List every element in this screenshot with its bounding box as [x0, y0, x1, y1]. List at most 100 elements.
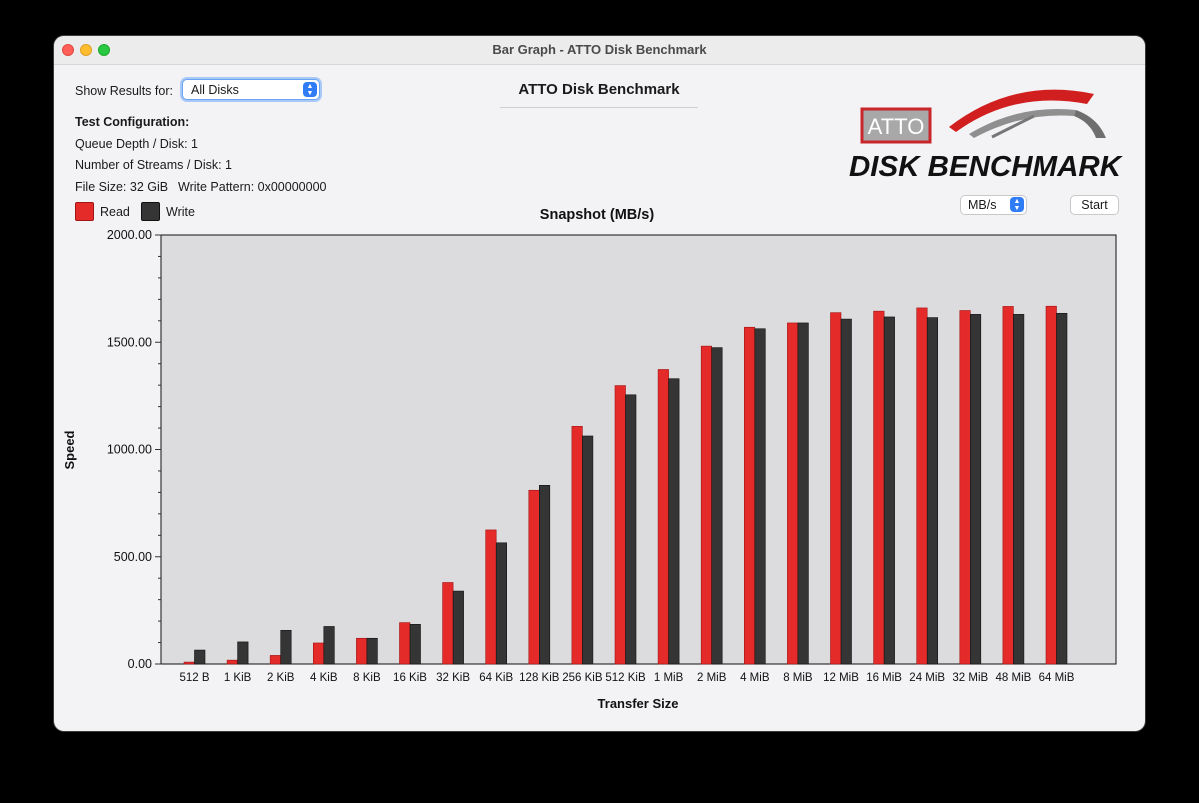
y-tick-label: 500.00 [114, 550, 152, 564]
unit-select[interactable]: MB/s ▲ ▼ [960, 195, 1027, 215]
write-bar [194, 649, 206, 665]
write-legend-label: Write [166, 205, 195, 219]
write-pattern-text: Write Pattern: 0x00000000 [178, 180, 327, 194]
queue-depth-text: Queue Depth / Disk: 1 [75, 137, 198, 151]
close-window-button[interactable] [62, 44, 74, 56]
read-legend-swatch [75, 202, 94, 221]
read-legend-label: Read [100, 205, 130, 219]
read-bar [356, 637, 368, 665]
minimize-window-button[interactable] [80, 44, 92, 56]
chart-title: Snapshot (MB/s) [540, 207, 655, 223]
write-bar [926, 317, 939, 665]
x-tick-label: 1 KiB [224, 672, 252, 684]
app-window: Bar Graph - ATTO Disk Benchmark Show Res… [54, 36, 1145, 731]
write-bar [452, 590, 464, 665]
disk-select-value: All Disks [191, 83, 239, 97]
write-bar [323, 626, 335, 665]
x-tick-label: 8 KiB [353, 672, 381, 684]
write-bar [538, 485, 551, 665]
write-bar [668, 378, 680, 665]
write-bar [840, 318, 852, 665]
write-bar [1056, 312, 1068, 665]
x-tick-label: 16 MiB [866, 672, 902, 684]
file-size-text: File Size: 32 GiB [75, 180, 169, 194]
x-tick-label: 256 KiB [562, 672, 603, 684]
write-legend-swatch [141, 202, 160, 221]
chevron-updown-icon: ▲ ▼ [1010, 197, 1024, 212]
write-bar [754, 328, 766, 665]
atto-logo: ATTO DISK BENCHMARK [849, 89, 1123, 183]
x-tick-label: 2 MiB [697, 672, 727, 684]
read-bar [1045, 305, 1057, 665]
read-bar [571, 426, 583, 665]
config-heading: Test Configuration: [75, 115, 190, 129]
disk-select[interactable]: All Disks ▲ ▼ [182, 79, 320, 100]
read-bar [916, 307, 928, 665]
x-tick-label: 1 MiB [654, 672, 684, 684]
x-axis-label: Transfer Size [598, 696, 679, 711]
read-bar [657, 369, 669, 665]
read-bar [399, 622, 411, 665]
write-bar [280, 630, 292, 665]
logo-swoosh-red [949, 89, 1094, 132]
y-tick-label: 1000.00 [107, 443, 152, 457]
write-bar [969, 314, 982, 665]
read-bar [528, 489, 540, 665]
page-title: ATTO Disk Benchmark [518, 81, 680, 98]
read-bar [485, 529, 497, 665]
read-bar [614, 385, 626, 665]
read-bar [700, 345, 713, 665]
streams-text: Number of Streams / Disk: 1 [75, 158, 232, 172]
x-tick-label: 48 MiB [996, 672, 1032, 684]
bar-chart: Snapshot (MB/s) 0.00 500.00 1000.00 1500.00… [62, 207, 1117, 711]
x-tick-label: 2 KiB [267, 672, 295, 684]
x-tick-label: 64 KiB [479, 672, 513, 684]
logo-swoosh-gray [969, 109, 1076, 138]
write-bar [625, 394, 637, 665]
write-bar [582, 435, 594, 665]
write-bar [409, 624, 421, 665]
y-tick-label: 2000.00 [107, 228, 152, 242]
write-bar [366, 637, 378, 665]
read-bar [1002, 306, 1014, 665]
read-bar [269, 655, 281, 665]
read-bar [312, 642, 325, 665]
write-bar [495, 542, 508, 665]
read-bar [226, 659, 238, 665]
plot-area [160, 234, 1117, 665]
x-tick-label: 16 KiB [393, 672, 427, 684]
zoom-window-button[interactable] [98, 44, 110, 56]
window-title: Bar Graph - ATTO Disk Benchmark [492, 42, 707, 57]
x-tick-label: 32 MiB [952, 672, 988, 684]
write-bar [711, 347, 723, 665]
speedometer-needle-icon [991, 114, 1035, 139]
chevron-updown-icon: ▲ ▼ [303, 82, 317, 97]
write-bar [1013, 314, 1025, 665]
read-bar [830, 312, 842, 665]
header-divider [500, 107, 698, 108]
read-bar [873, 310, 885, 665]
title-bar: Bar Graph - ATTO Disk Benchmark [54, 36, 1145, 65]
logo-product-text: DISK BENCHMARK [849, 151, 1123, 183]
y-tick-label: 1500.00 [107, 335, 152, 349]
write-bar [237, 641, 249, 665]
unit-select-value: MB/s [968, 198, 997, 212]
x-tick-label: 24 MiB [909, 672, 945, 684]
x-tick-label: 512 B [179, 672, 209, 684]
start-button[interactable]: Start [1070, 195, 1119, 215]
show-results-label: Show Results for: [75, 84, 173, 98]
read-bar [959, 310, 971, 665]
x-tick-label: 12 MiB [823, 672, 859, 684]
write-bar [797, 322, 809, 665]
read-bar [442, 582, 454, 665]
read-bar [787, 322, 799, 665]
read-bar [183, 661, 195, 665]
x-tick-label: 32 KiB [436, 672, 470, 684]
x-tick-label: 128 KiB [519, 672, 560, 684]
x-tick-label: 64 MiB [1039, 672, 1075, 684]
logo-dial [1074, 110, 1106, 138]
logo-brand-text: ATTO [868, 114, 925, 139]
logo-atto-box [860, 107, 932, 144]
y-axis-label: Speed [62, 430, 77, 469]
read-bar [743, 326, 756, 665]
